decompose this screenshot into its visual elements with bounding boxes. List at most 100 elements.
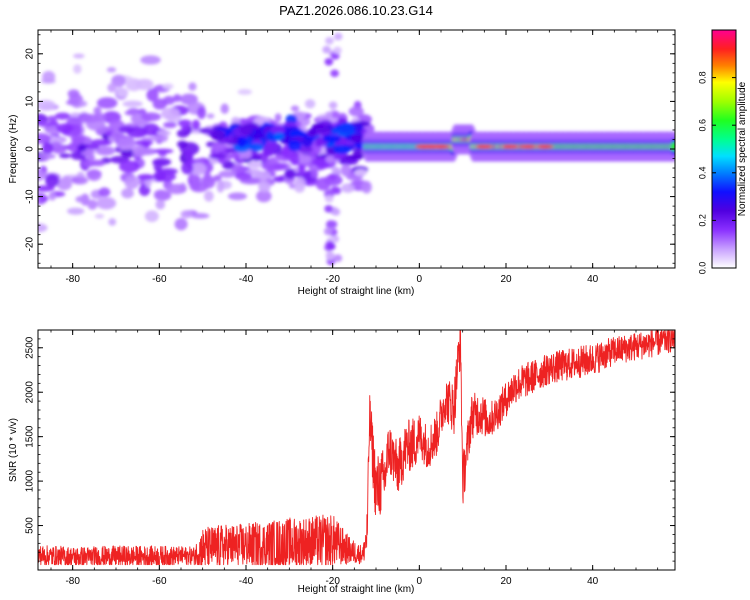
- spectrogram-blob: [153, 170, 166, 182]
- spectrogram-blob: [82, 160, 96, 168]
- spectrogram-blob: [153, 148, 174, 154]
- spectrogram-blob: [95, 146, 116, 156]
- colorbar-tick-label: 0.8: [697, 71, 707, 84]
- spectrogram-x-tick-label: 40: [587, 274, 599, 285]
- snr-x-tick-label: -80: [65, 576, 80, 587]
- spectrogram-blob: [237, 88, 252, 95]
- spectrogram-blob: [354, 123, 364, 132]
- snr-y-tick-label: 1500: [25, 425, 36, 448]
- spectrogram-blob: [120, 148, 136, 158]
- spectrogram-blob: [38, 168, 45, 182]
- spectrogram-blob: [56, 123, 74, 134]
- spectrogram-blob: [237, 136, 247, 148]
- spectrogram-blob: [331, 208, 341, 216]
- spectrogram-blob: [176, 140, 188, 148]
- spectrogram-x-tick-label: -80: [65, 274, 80, 285]
- spectrogram-blob: [90, 139, 111, 146]
- spectrogram-blob: [203, 190, 214, 202]
- spectrogram-blob: [296, 154, 312, 164]
- spectrogram-blob: [670, 141, 675, 152]
- spectrogram-blob: [290, 154, 300, 166]
- spectrogram-x-tick-label: 0: [417, 274, 423, 285]
- spectrogram-blob: [501, 144, 519, 149]
- spectrogram-blob: [201, 175, 216, 189]
- spectrogram-blob: [273, 132, 285, 141]
- spectrogram-y-tick-label: -20: [25, 237, 36, 252]
- spectrogram-blob: [274, 163, 288, 170]
- spectrogram-blob: [190, 212, 210, 219]
- spectrogram-blob: [98, 187, 111, 197]
- spectrogram-blob: [325, 36, 334, 45]
- snr-x-ticks: -80 -60 -40 -20 0 20 40: [50, 330, 659, 587]
- spectrogram-blob: [52, 144, 67, 154]
- spectrogram-blob: [322, 45, 331, 54]
- spectrogram-blob: [106, 67, 117, 73]
- spectrogram-blob: [122, 100, 143, 108]
- spectrogram-blob: [94, 213, 105, 219]
- colorbar: 0.0 0.2 0.4 0.6 0.8 Normalized spectral ampl…: [697, 29, 748, 274]
- spectrogram-blob: [330, 69, 339, 78]
- spectrogram-x-tick-label: 20: [500, 274, 512, 285]
- spectrogram-blob: [197, 106, 206, 120]
- spectrogram-blob: [519, 144, 537, 149]
- spectrogram-blob: [132, 145, 147, 158]
- snr-series-line: [38, 330, 675, 566]
- spectrogram-blob: [235, 172, 253, 181]
- spectrogram-blob: [155, 199, 166, 210]
- spectrogram-blob: [213, 175, 222, 182]
- snr-y-tick-label: 2500: [25, 336, 36, 359]
- colorbar-ticks: 0.0 0.2 0.4 0.6 0.8: [697, 71, 736, 274]
- spectrogram-blob: [220, 103, 229, 114]
- spectrogram-blob: [432, 144, 450, 149]
- spectrogram-blob: [191, 119, 201, 131]
- spectrogram-blob: [166, 183, 187, 195]
- spectrogram-blob: [156, 130, 171, 136]
- spectrogram-blob: [284, 168, 296, 180]
- spectrogram-blob: [310, 169, 319, 179]
- spectrogram-blob: [290, 105, 300, 112]
- spectrogram-blob: [251, 155, 262, 162]
- spectrogram-panel: -80 -60 -40 -20 0 20 40 -20 -10 0 10 20 Height of …: [8, 29, 676, 297]
- spectrogram-blob: [176, 129, 189, 138]
- spectrogram-blob: [323, 227, 333, 236]
- spectrogram-blob: [350, 133, 364, 144]
- spectrogram-y-tick-label: 20: [25, 48, 36, 60]
- spectrogram-blob: [73, 53, 85, 59]
- spectrogram-blob: [162, 83, 174, 90]
- spectrogram-blob: [116, 137, 136, 151]
- spectrogram-blob: [93, 106, 102, 115]
- spectrogram-blob: [341, 183, 355, 193]
- spectrogram-blob: [87, 199, 98, 210]
- spectrogram-blob: [256, 190, 272, 203]
- spectrogram-blob: [239, 124, 254, 136]
- spectrogram-blob: [147, 136, 168, 142]
- spectrogram-blob: [287, 139, 302, 152]
- spectrogram-blob: [222, 160, 235, 170]
- spectrogram-blob: [298, 163, 306, 174]
- spectrogram-blob: [111, 129, 124, 140]
- snr-y-tick-label: 500: [25, 517, 36, 534]
- spectrogram-y-tick-label: 0: [25, 146, 36, 152]
- snr-x-tick-label: 0: [417, 576, 423, 587]
- spectrogram-blob: [206, 113, 215, 119]
- spectrogram-blob: [248, 143, 264, 152]
- spectrogram-blob: [75, 195, 90, 203]
- spectrogram-blob: [324, 57, 334, 66]
- spectrogram-blob: [107, 83, 117, 93]
- spectrogram-blob: [324, 204, 333, 213]
- spectrogram-blob: [45, 173, 60, 188]
- spectrogram-blob: [297, 145, 313, 154]
- spectrogram-blob: [108, 218, 117, 226]
- colorbar-tick-label: 0.6: [697, 119, 707, 132]
- spectrogram-blob: [160, 107, 181, 120]
- spectrogram-blob: [331, 166, 341, 175]
- spectrogram-blob: [315, 177, 331, 191]
- spectrogram-blob: [332, 144, 351, 155]
- spectrogram-blob: [285, 114, 298, 125]
- snr-frame: [37, 329, 676, 571]
- spectrogram-blob: [308, 127, 317, 136]
- spectrogram-blob: [118, 125, 135, 134]
- spectrogram-blob: [153, 189, 169, 199]
- spectrogram-blob: [216, 179, 225, 193]
